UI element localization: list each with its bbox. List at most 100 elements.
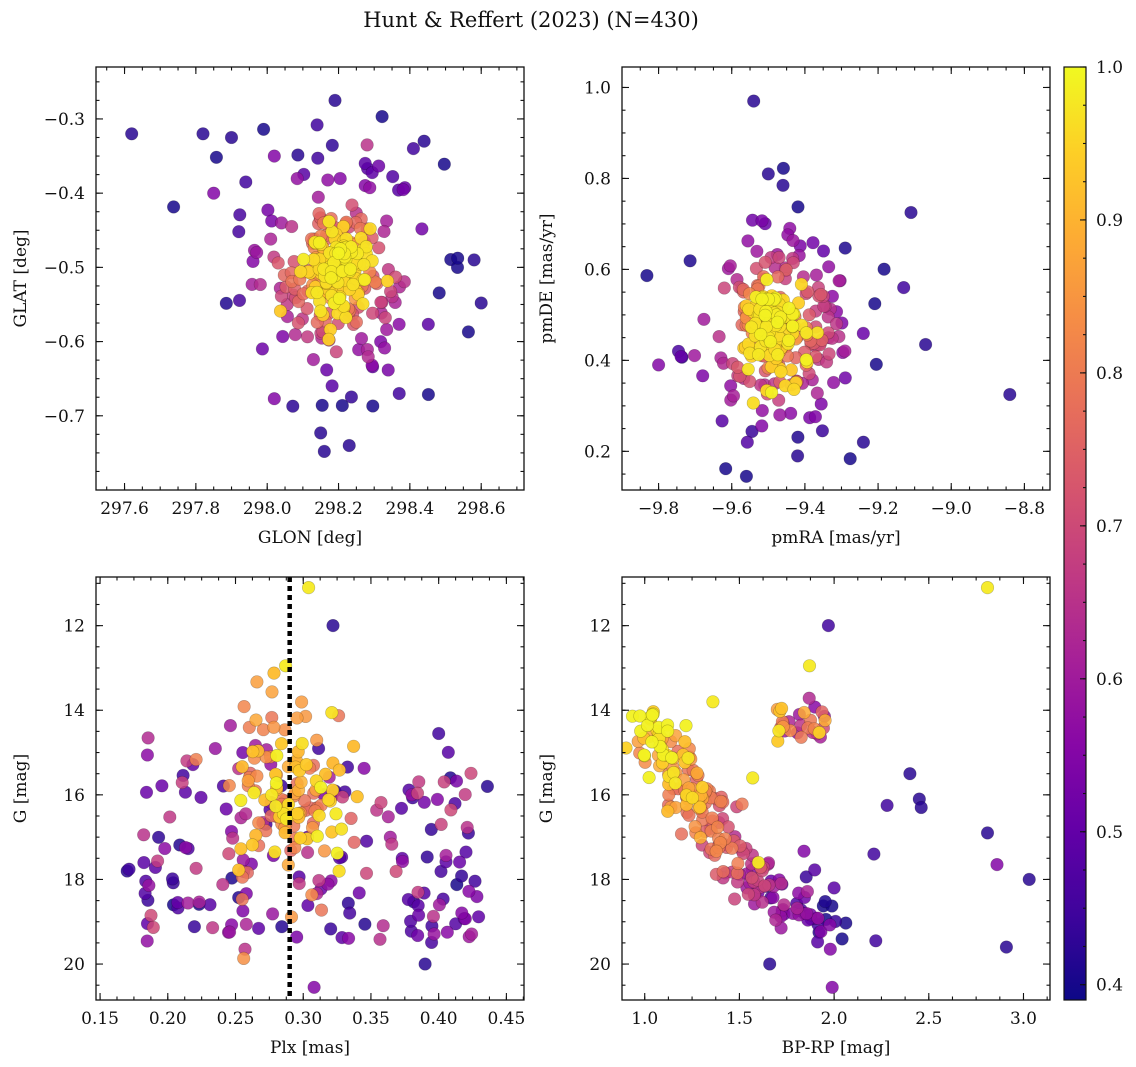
axes-frame (95, 66, 525, 491)
x-tick-label: 0.30 (284, 1009, 322, 1029)
data-point (437, 775, 451, 789)
data-point (376, 919, 390, 933)
x-tick-label: −9.8 (638, 499, 679, 519)
data-point (903, 767, 917, 781)
data-point (237, 951, 251, 966)
data-point (332, 763, 347, 777)
data-point (396, 183, 410, 197)
data-point (357, 258, 371, 272)
data-point (812, 725, 826, 740)
data-point (312, 236, 327, 250)
data-point (343, 906, 357, 920)
data-point (322, 332, 336, 347)
data-point (774, 701, 789, 716)
data-point (640, 269, 654, 283)
data-point (430, 792, 445, 807)
data-point (814, 287, 828, 302)
data-point (252, 921, 266, 936)
data-point (163, 810, 177, 824)
y-axis-label: G [mag] (11, 754, 31, 823)
data-point (755, 895, 769, 909)
data-point (122, 862, 136, 876)
data-point (668, 776, 683, 790)
data-point (999, 940, 1014, 954)
data-point (255, 342, 270, 356)
data-point (750, 244, 764, 258)
y-tick-label: 20 (63, 955, 85, 975)
data-point (380, 274, 395, 288)
colorbar: 0.4 0.5 0.6 0.7 0.8 0.9 1.0 (1063, 58, 1123, 1001)
data-point (265, 788, 279, 802)
colorbar-tick-label: 0.8 (1096, 364, 1123, 384)
data-point (140, 748, 154, 762)
data-point (679, 718, 693, 733)
data-point (458, 787, 472, 802)
y-tick-label: 0.8 (584, 169, 611, 189)
data-point (726, 389, 741, 403)
data-point (810, 326, 825, 340)
data-point (381, 363, 395, 377)
data-point (360, 834, 374, 848)
data-point (822, 260, 836, 274)
y-tick-label: 18 (589, 870, 611, 890)
data-point (293, 831, 307, 845)
x-tick-label: −9.6 (711, 499, 752, 519)
data-point (347, 835, 361, 849)
data-point (257, 122, 271, 136)
data-point (358, 156, 372, 170)
data-point (187, 920, 201, 934)
data-point (288, 328, 302, 342)
data-point (339, 310, 353, 325)
data-point (312, 808, 326, 823)
data-point (386, 170, 400, 184)
data-point (745, 871, 759, 885)
data-point (372, 159, 386, 173)
data-point (453, 855, 467, 869)
axes-frame (621, 576, 1051, 1001)
data-point (816, 244, 831, 258)
data-point (755, 292, 769, 306)
data-point (137, 828, 151, 842)
data-point (269, 776, 284, 790)
data-point (877, 262, 891, 276)
data-point (755, 214, 769, 228)
data-point (782, 301, 796, 315)
data-point (758, 308, 772, 323)
data-point (311, 190, 325, 204)
data-point (642, 770, 656, 785)
data-point (276, 329, 290, 344)
data-point (344, 811, 358, 826)
data-point (356, 297, 370, 311)
data-point (165, 872, 180, 886)
data-point (335, 790, 350, 804)
data-point (196, 127, 210, 141)
data-point (125, 127, 139, 141)
panel-pmra-pmde: −9.8 −9.6 −9.4 −9.2 −9.0 −8.8 0.2 0.4 0.6 0.8 1.0 p… (537, 66, 1051, 548)
data-point (1003, 387, 1017, 402)
data-point (746, 771, 760, 785)
data-point (645, 735, 659, 749)
data-point (343, 262, 358, 276)
data-point (310, 733, 324, 747)
data-point (302, 580, 316, 595)
data-point (838, 344, 852, 358)
data-point (823, 942, 837, 956)
data-point (455, 906, 469, 920)
data-point (268, 845, 282, 859)
data-point (267, 392, 281, 406)
data-point (427, 927, 441, 941)
data-point (760, 273, 774, 287)
data-point (880, 798, 894, 813)
data-point (797, 705, 811, 720)
data-point (321, 173, 335, 187)
data-point (342, 931, 356, 945)
data-point (665, 751, 679, 765)
data-point (345, 198, 359, 212)
data-point (727, 892, 742, 906)
data-point (296, 252, 311, 266)
data-point (674, 350, 688, 364)
data-point (715, 414, 729, 428)
data-point (305, 888, 319, 902)
data-point (799, 326, 814, 340)
panel-bprp-g: 1.0 1.5 2.0 2.5 3.0 12 14 16 18 20 BP-RP [mag] G [m… (537, 576, 1051, 1058)
